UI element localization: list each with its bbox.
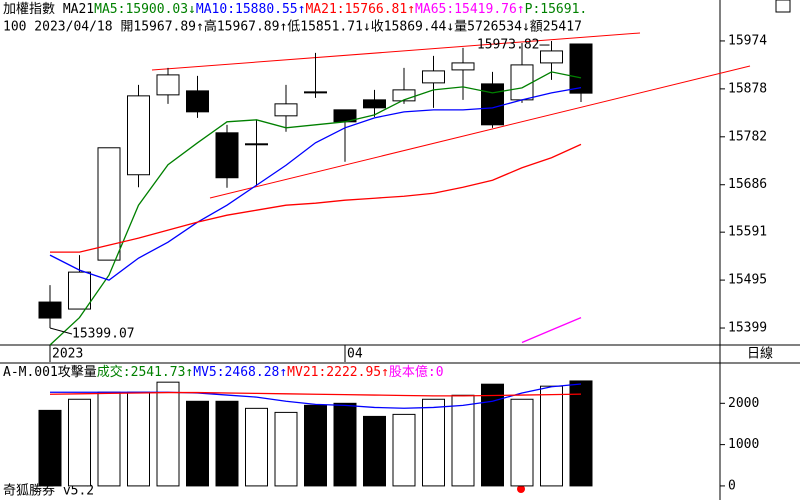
legend: 加權指數 MA21MA5:15900.03↓MA10:15880.55↑MA21… — [3, 2, 587, 17]
legend-item: MV21:2222.95↑ — [287, 365, 389, 380]
bar — [363, 415, 386, 487]
candle-body — [245, 143, 268, 146]
bar — [156, 381, 180, 487]
bar — [127, 391, 150, 487]
y-tick-label: 15878 — [728, 81, 767, 96]
period-label[interactable]: 日線 — [747, 346, 773, 362]
trend-line — [151, 32, 641, 71]
candle-body — [156, 74, 180, 96]
bar — [304, 404, 327, 487]
line — [49, 391, 582, 397]
bar — [422, 398, 445, 487]
trend-line — [209, 65, 751, 199]
y-tick-label: 15591 — [728, 225, 767, 240]
candle-body — [215, 132, 239, 179]
candle-body — [540, 50, 563, 64]
candle-body — [422, 70, 445, 84]
line — [50, 383, 582, 409]
candle-body — [304, 91, 327, 94]
legend-item: MV5:2468.28↑ — [193, 365, 287, 380]
bar — [97, 391, 121, 487]
candle-body — [127, 95, 150, 176]
candle-body — [363, 99, 386, 109]
x-tick-label: 04 — [347, 347, 363, 362]
y-tick-label: 15399 — [728, 321, 767, 336]
candle-body — [392, 89, 416, 102]
signal-dot — [517, 485, 525, 493]
y-tick-label: 15782 — [728, 129, 767, 144]
legend-item: 加權指數 MA21 — [3, 2, 94, 17]
annotation-leader — [49, 327, 73, 335]
bar — [510, 398, 534, 487]
legend-item: A-M.001攻擊量 — [3, 364, 97, 380]
bar — [38, 409, 62, 487]
candle-body — [68, 271, 91, 310]
bar — [215, 400, 239, 487]
bar — [392, 413, 416, 487]
y-tick-label: 2000 — [728, 396, 759, 411]
bar — [274, 411, 298, 487]
legend-item: MA10:15880.55↑ — [196, 2, 306, 17]
y-tick-label: 15495 — [728, 273, 767, 288]
y-tick-label: 0 — [728, 478, 736, 493]
legend-item: MA21:15766.81↑ — [305, 2, 415, 17]
candle-body — [569, 43, 593, 94]
bar — [245, 407, 268, 487]
bar — [186, 400, 209, 487]
line — [521, 317, 582, 344]
annotation: 15973.82 — [477, 38, 540, 53]
bar — [451, 394, 475, 487]
candle-body — [510, 64, 534, 101]
legend-item: 股本億:0 — [389, 364, 444, 380]
candle-body — [481, 83, 504, 126]
legend: A-M.001攻擊量成交:2541.73↑MV5:2468.28↑MV21:22… — [3, 364, 444, 380]
annotation: 15399.07 — [72, 326, 135, 341]
bar — [481, 383, 504, 487]
candle-body — [38, 301, 62, 319]
line — [50, 143, 582, 253]
candle-body — [274, 103, 298, 117]
footer: 奇狐勝券 v5.2 — [3, 483, 94, 499]
y-tick-label: 15974 — [728, 33, 767, 48]
bar — [540, 385, 563, 487]
legend-item: MA5:15900.03↓ — [94, 2, 196, 17]
y-tick-label: 1000 — [728, 437, 759, 452]
window-button[interactable] — [775, 0, 791, 13]
legend-item: P:15691. — [525, 2, 588, 17]
subtitle: 100 2023/04/18 開15967.89↑高15967.89↑低1585… — [3, 19, 582, 35]
x-tick-label: 2023 — [52, 347, 83, 362]
bar — [569, 380, 593, 487]
y-tick-label: 15686 — [728, 177, 767, 192]
candle-body — [451, 62, 475, 71]
candle-body — [97, 147, 121, 261]
legend-item: 成交:2541.73↑ — [97, 364, 193, 380]
line — [49, 71, 582, 346]
bar — [333, 402, 357, 487]
candle-body — [186, 90, 209, 113]
line — [49, 86, 582, 281]
legend-item: MA65:15419.76↑ — [415, 2, 525, 17]
bar — [68, 398, 91, 487]
